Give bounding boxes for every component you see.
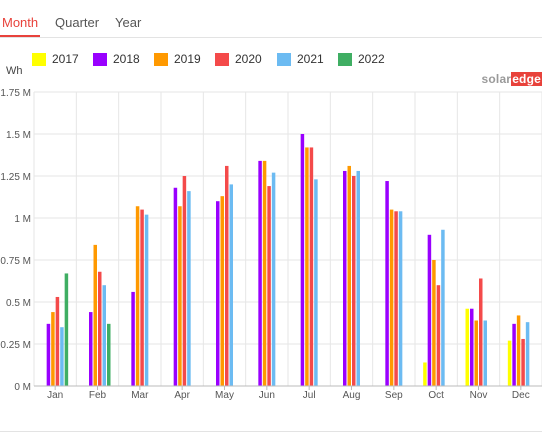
bar-2019-jun (262, 160, 267, 386)
tab-year[interactable]: Year (115, 15, 142, 30)
bar-2018-sep (385, 181, 389, 386)
legend-label-2021: 2021 (297, 52, 324, 66)
bar-2019-oct (432, 260, 436, 386)
bar-2019-may (220, 196, 224, 386)
bar-2020-apr (182, 176, 187, 386)
bar-2021-mar (144, 214, 149, 386)
legend-swatch-2021 (277, 53, 291, 66)
legend-swatch-2022 (338, 53, 352, 66)
bar-2021-dec (525, 322, 530, 386)
bar-2021-jan (60, 327, 64, 386)
tab-quarter[interactable]: Quarter (55, 15, 100, 30)
legend-label-2022: 2022 (358, 52, 385, 66)
y-tick-label: 0.75 M (0, 256, 31, 267)
period-tabs: Month Quarter Year (0, 0, 542, 38)
bar-2020-jan (55, 296, 60, 386)
x-tick-label-aug: Aug (343, 390, 361, 401)
bar-2019-jan (51, 312, 55, 386)
x-tick-label-oct: Oct (428, 390, 444, 401)
bar-2021-apr (187, 191, 191, 386)
legend-swatch-2020 (215, 53, 229, 66)
y-tick-label: 1.75 M (0, 88, 31, 99)
bar-2022-jan (64, 273, 69, 386)
axis-layer: 0 M 0.25 M 0.5 M 0.75 M 1 M 1.25 M 1.5 M 1.75 M… (0, 88, 542, 401)
x-tick-label-sep: Sep (385, 390, 403, 401)
bar-2019-nov (474, 320, 478, 386)
tab-month[interactable]: Month (0, 15, 41, 37)
bars-layer (46, 134, 530, 386)
bar-2018-jul (300, 134, 305, 386)
bar-2021-sep (398, 211, 403, 386)
y-tick-label: 1.5 M (6, 130, 31, 141)
bar-2022-feb (107, 323, 111, 386)
bar-2019-jul (305, 147, 309, 386)
x-tick-label-nov: Nov (470, 390, 488, 401)
bar-2017-nov (465, 308, 469, 386)
bar-2018-feb (89, 312, 93, 386)
x-tick-label-mar: Mar (131, 390, 149, 401)
x-tick-label-apr: Apr (174, 390, 190, 401)
y-axis-unit-label: Wh (6, 65, 23, 77)
legend-label-2020: 2020 (235, 52, 262, 66)
x-tick-label-may: May (215, 390, 234, 401)
bar-2021-may (229, 184, 233, 386)
y-tick-label: 1 M (14, 214, 31, 225)
bar-2020-oct (436, 285, 441, 386)
bar-2018-dec (512, 323, 516, 386)
bar-2021-jul (314, 179, 318, 386)
bar-2019-feb (93, 244, 97, 386)
bar-2018-may (216, 201, 220, 386)
bar-2020-aug (352, 176, 356, 386)
x-tick-label-feb: Feb (89, 390, 107, 401)
bar-2018-apr (173, 187, 178, 386)
bar-2021-aug (356, 170, 360, 386)
bar-2020-dec (521, 338, 525, 386)
bar-2018-nov (470, 308, 474, 386)
bar-2018-jan (46, 323, 51, 386)
y-tick-label: 0.25 M (0, 340, 31, 351)
logo-text-solar: solar (481, 72, 512, 86)
bar-2018-aug (343, 170, 347, 386)
bar-2018-oct (427, 234, 432, 386)
legend-swatch-2017 (32, 53, 46, 66)
x-tick-label-jan: Jan (47, 390, 63, 401)
bar-2018-mar (131, 291, 135, 386)
legend-label-2017: 2017 (52, 52, 79, 66)
tab-divider (0, 37, 542, 38)
y-tick-label: 0 M (14, 382, 31, 393)
bar-2021-nov (483, 320, 487, 386)
bar-2021-oct (441, 229, 445, 386)
bar-2017-oct (423, 362, 427, 386)
bar-2020-nov (479, 278, 483, 386)
bar-2020-feb (98, 271, 102, 386)
x-tick-label-jul: Jul (303, 390, 316, 401)
bar-2017-dec (507, 340, 512, 386)
legend-label-2019: 2019 (174, 52, 201, 66)
footer-divider (0, 431, 542, 432)
bar-2020-jul (309, 147, 314, 386)
bar-2020-may (225, 165, 229, 386)
solaredge-logo: solaredge (482, 72, 542, 86)
legend-label-2018: 2018 (113, 52, 140, 66)
bar-2019-sep (389, 209, 394, 386)
bar-2021-feb (102, 285, 106, 386)
bar-2020-jun (267, 186, 271, 386)
bar-2019-mar (135, 206, 140, 386)
legend-swatch-2018 (93, 53, 107, 66)
bar-2019-aug (347, 165, 351, 386)
bar-2019-apr (178, 206, 182, 386)
x-tick-label-dec: Dec (512, 390, 530, 401)
legend-swatch-2019 (154, 53, 168, 66)
bar-2020-sep (394, 211, 398, 386)
bar-2019-dec (516, 315, 521, 386)
bar-2021-jun (271, 172, 276, 386)
bar-2020-mar (140, 209, 144, 386)
bar-2018-jun (258, 160, 262, 386)
x-tick-label-jun: Jun (259, 390, 275, 401)
logo-text-edge: edge (511, 72, 542, 86)
y-tick-label: 0.5 M (6, 298, 31, 309)
y-tick-label: 1.25 M (0, 172, 31, 183)
